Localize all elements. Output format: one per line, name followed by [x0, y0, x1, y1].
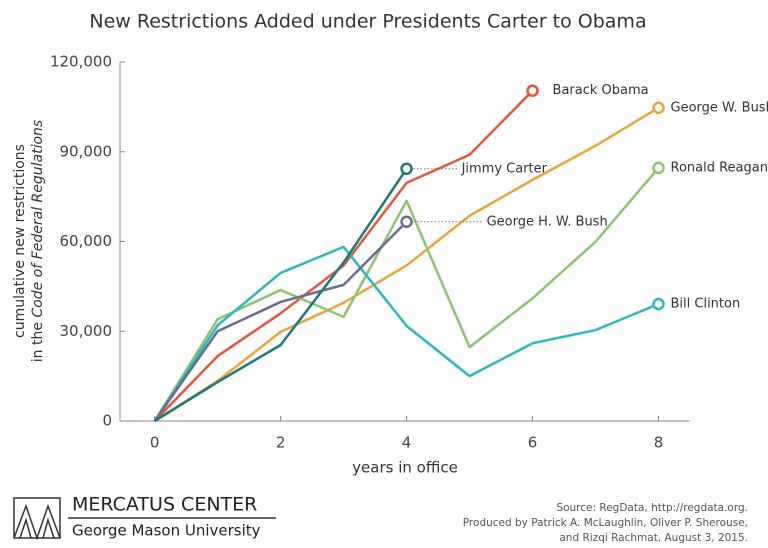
end-marker [652, 101, 665, 115]
chart-title: New Restrictions Added under Presidents … [89, 11, 646, 33]
x-axis-label: years in office [352, 459, 458, 477]
series-line [153, 168, 408, 423]
source-line: and Rizqi Rachmat, August 3, 2015. [559, 532, 748, 544]
logo-subtitle: George Mason University [72, 522, 261, 540]
series-label: Jimmy Carter [461, 161, 548, 176]
series-line [153, 245, 659, 422]
series-label: Bill Clinton [671, 297, 741, 312]
series-line [153, 167, 660, 422]
y-axis-label-line: in the Code of Federal Regulations [30, 120, 46, 362]
y-axis-label-part: in the [30, 322, 46, 362]
y-tick-label: 0 [102, 412, 112, 430]
logo [13, 497, 276, 541]
end-marker [400, 162, 413, 176]
end-marker [652, 297, 665, 311]
y-tick-label: 120,000 [50, 53, 112, 71]
end-marker [652, 161, 665, 175]
source-line: Source: RegData, http://regdata.org. [556, 502, 748, 514]
x-tick-label: 0 [150, 434, 160, 452]
y-axis-label-line: cumulative new restrictions [12, 144, 28, 338]
x-tick-label: 2 [276, 434, 286, 452]
end-marker [526, 84, 539, 97]
x-tick-label: 4 [402, 434, 412, 452]
y-tick-label: 30,000 [60, 322, 113, 340]
end-marker [400, 215, 413, 229]
series-label: Barack Obama [553, 83, 649, 98]
x-tick-label: 8 [654, 434, 664, 452]
series-label: George H. W. Bush [487, 214, 608, 229]
y-axis-label-italic: Code of Federal Regulations [30, 120, 46, 318]
y-tick-label: 60,000 [60, 232, 113, 250]
series-line [153, 220, 408, 422]
series-line [153, 106, 660, 423]
series-label: Ronald Reagan [671, 160, 768, 175]
series-line [153, 89, 534, 422]
logo-title: MERCATUS CENTER [72, 494, 257, 516]
y-axis-label: cumulative new restrictions in the Code … [12, 120, 46, 362]
x-tick-label: 6 [528, 434, 538, 452]
source-line: Produced by Patrick A. McLaughlin, Olive… [463, 517, 748, 529]
y-tick-label: 90,000 [60, 142, 113, 160]
series-label: George W. Bush [671, 100, 768, 115]
